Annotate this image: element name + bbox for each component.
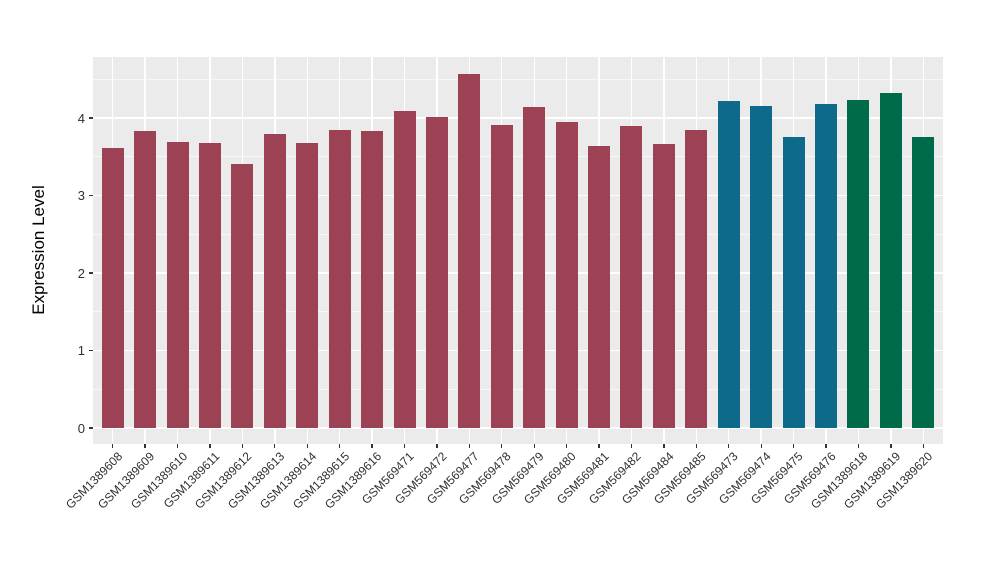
bar	[815, 104, 838, 428]
plot-panel	[93, 57, 943, 444]
x-axis-tick-mark	[630, 444, 633, 448]
bar	[879, 93, 902, 428]
bar	[652, 143, 675, 428]
gridline-minor-horizontal	[93, 311, 943, 313]
gridline-minor-horizontal	[93, 156, 943, 158]
gridline-major-horizontal	[93, 194, 943, 197]
y-axis-tick-label: 2	[77, 265, 85, 281]
bar	[717, 100, 740, 428]
x-axis-tick-mark	[695, 444, 697, 448]
y-axis-title: Expression Level	[29, 185, 48, 315]
x-axis-tick-mark	[825, 444, 827, 448]
x-axis-tick-mark	[468, 444, 470, 448]
x-axis-tick-mark	[112, 444, 114, 448]
bar	[458, 73, 481, 428]
x-axis-tick-mark	[306, 444, 308, 448]
x-axis-tick-mark	[857, 444, 860, 448]
y-axis-tick-mark	[89, 349, 93, 352]
bar	[166, 142, 189, 428]
x-axis-tick-mark	[436, 444, 438, 448]
x-axis-tick-mark	[274, 444, 276, 448]
bar	[588, 145, 611, 428]
x-axis-tick-mark	[144, 444, 146, 448]
gridline-major-horizontal	[93, 349, 943, 352]
y-axis-tick-label: 0	[77, 420, 85, 436]
x-axis-tick-mark	[792, 444, 795, 448]
y-axis-tick-mark	[89, 117, 93, 119]
gridline-minor-horizontal	[93, 233, 943, 235]
bar	[198, 142, 221, 428]
y-axis-tick-mark	[89, 427, 93, 429]
x-axis-tick-mark	[533, 444, 535, 448]
y-axis-tick-label: 3	[77, 188, 85, 203]
bar	[425, 117, 448, 428]
x-axis-tick-mark	[663, 444, 665, 448]
x-axis-tick-mark	[339, 444, 341, 448]
x-axis-tick-mark	[728, 444, 730, 448]
bar	[685, 129, 708, 428]
x-axis-tick-mark	[403, 444, 406, 448]
bar	[620, 125, 643, 428]
bar	[134, 131, 157, 428]
bar	[847, 100, 870, 428]
x-axis-tick-mark	[209, 444, 211, 448]
gridline-minor-horizontal	[93, 388, 943, 390]
y-axis-tick-mark	[89, 194, 93, 197]
x-axis-tick-mark	[598, 444, 600, 448]
y-axis-tick-mark	[89, 272, 93, 274]
bar	[263, 134, 286, 428]
bar	[490, 124, 513, 428]
x-axis-tick-mark	[760, 444, 762, 448]
gridline-major-horizontal	[93, 272, 943, 274]
bar	[101, 148, 124, 428]
bar	[523, 107, 546, 428]
bar	[555, 121, 578, 428]
x-axis-tick-mark	[176, 444, 179, 448]
gridline-major-horizontal	[93, 117, 943, 119]
y-axis-tick-label: 4	[77, 110, 85, 126]
bar	[912, 137, 935, 428]
gridline-major-horizontal	[93, 427, 943, 429]
bar	[361, 131, 384, 428]
x-axis-tick-mark	[565, 444, 568, 448]
x-axis-tick-mark	[890, 444, 892, 448]
bar	[328, 130, 351, 428]
x-axis-tick-mark	[241, 444, 244, 448]
bar	[750, 106, 773, 428]
x-axis-tick-mark	[371, 444, 373, 448]
y-axis-tick-label: 1	[77, 343, 85, 358]
bar	[231, 163, 254, 428]
bar	[393, 111, 416, 428]
bar	[296, 142, 319, 428]
x-axis-tick-mark	[501, 444, 503, 448]
gridline-minor-horizontal	[93, 78, 943, 80]
bar	[782, 137, 805, 428]
x-axis-tick-mark	[922, 444, 924, 448]
